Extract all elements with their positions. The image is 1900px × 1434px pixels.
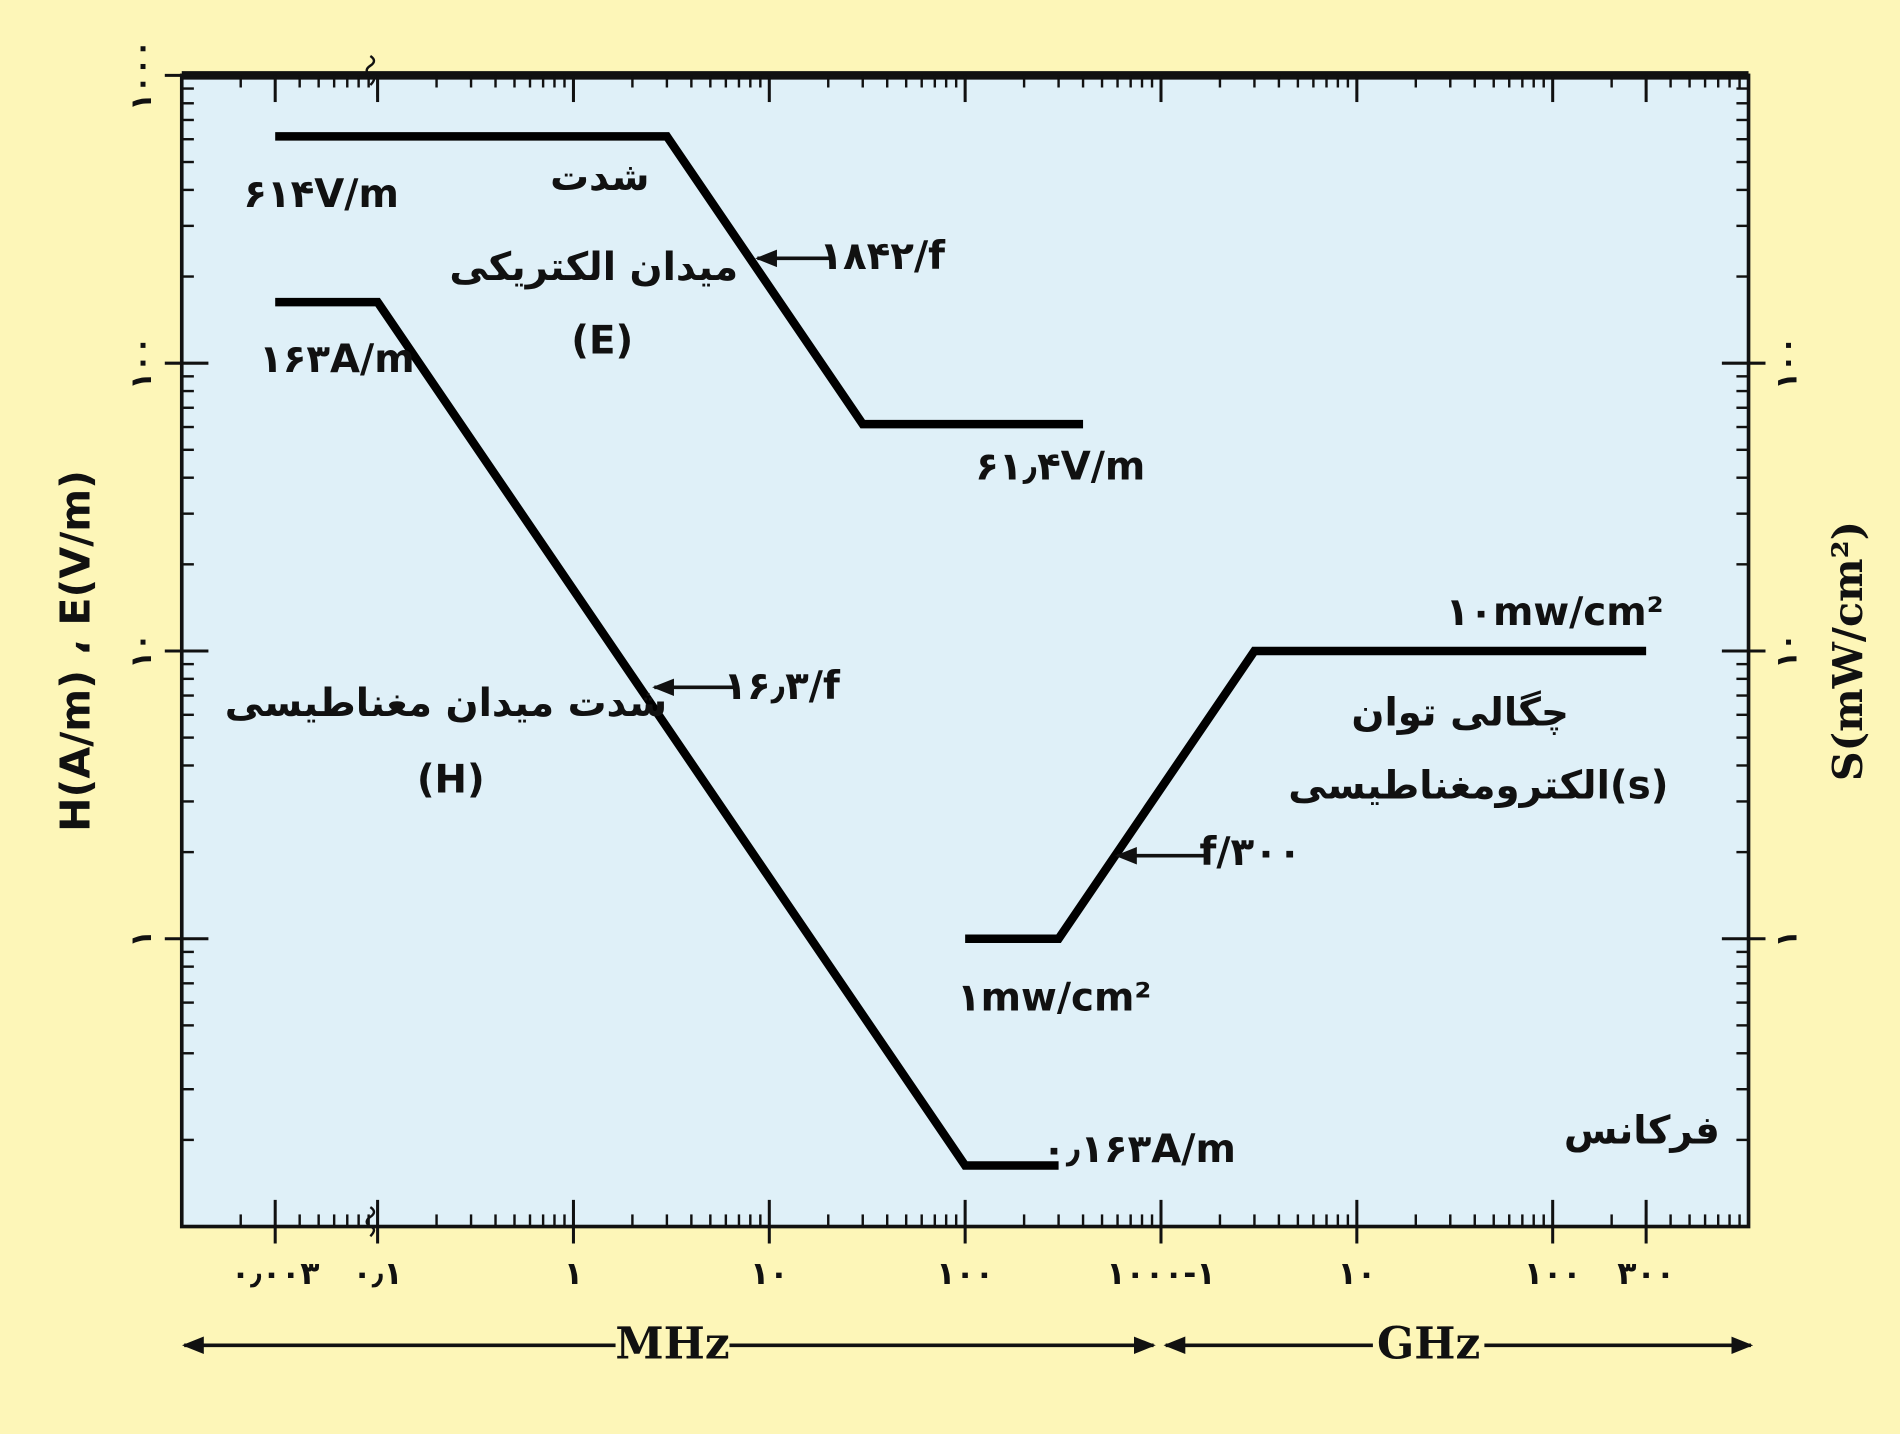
annotation: ۱۶٫۳/f	[723, 664, 841, 709]
x-tick-label: ۱۰۰	[1524, 1256, 1582, 1292]
annotation: (E)	[571, 319, 633, 364]
axis-break	[365, 54, 376, 86]
annotation: ۱۰mw/cm²	[1446, 590, 1664, 635]
annotation: چگالی توان	[1351, 690, 1569, 736]
annotation: (H)	[417, 757, 485, 802]
x-tick-label: ۰٫۱	[352, 1256, 402, 1292]
y-tick-label: ۱۰۰	[124, 337, 158, 390]
series-line	[965, 646, 1647, 943]
y-axis-label: H(A/m) ، E(V/m)	[52, 470, 100, 832]
x-tick-label: ۳۰۰	[1617, 1256, 1675, 1292]
y-tick-label: ۱۰	[124, 633, 158, 669]
annotation: ۱۶۳A/m	[259, 337, 415, 382]
y2-tick-label: ۱۰	[1770, 633, 1804, 669]
series-line	[275, 132, 1084, 429]
label-gap	[615, 1321, 730, 1370]
annotation: ۱۸۴۲/f	[819, 234, 946, 279]
annotation: ۶۱٫۴V/m	[975, 445, 1145, 490]
x-tick-label: ۱۰	[1338, 1256, 1376, 1292]
x-tick-label: ۱۰۰	[936, 1256, 994, 1292]
x-unit-label: GHz	[1377, 1319, 1480, 1370]
y-tick-label: ۱۰۰۰	[124, 40, 158, 111]
annotation: ۰٫۱۶۳A/m	[1042, 1127, 1236, 1172]
annotation: f/۳۰۰	[1200, 830, 1302, 875]
label-gap	[1372, 1321, 1485, 1370]
x-tick-label: ۱	[564, 1256, 583, 1292]
annotation: الکترومغناطیسی(s)	[1288, 763, 1668, 808]
y-tick-label: ۱	[124, 930, 158, 948]
axis-break	[365, 1206, 376, 1238]
annotation: میدان الکتریکی	[449, 245, 738, 290]
annotation: ۶۱۴V/m	[243, 172, 399, 217]
series-line	[275, 297, 1059, 1170]
x-unit-label: MHz	[615, 1319, 729, 1370]
annotation: ۱mw/cm²	[957, 975, 1151, 1020]
annotation: شدت میدان مغناطیسی	[225, 681, 667, 726]
y2-tick-label: ۱	[1770, 930, 1804, 948]
y2-axis-label: S(mW/cm²)	[1823, 521, 1872, 781]
x-tick-label: ۱۰۰۰-۱	[1106, 1256, 1215, 1292]
x-tick-label: ۱۰	[750, 1256, 788, 1292]
annotation: فرکانس	[1564, 1109, 1720, 1154]
x-tick-label: ۰٫۰۰۳	[231, 1256, 320, 1292]
annotation: شدت	[550, 155, 649, 200]
y2-tick-label: ۱۰۰	[1770, 337, 1804, 390]
